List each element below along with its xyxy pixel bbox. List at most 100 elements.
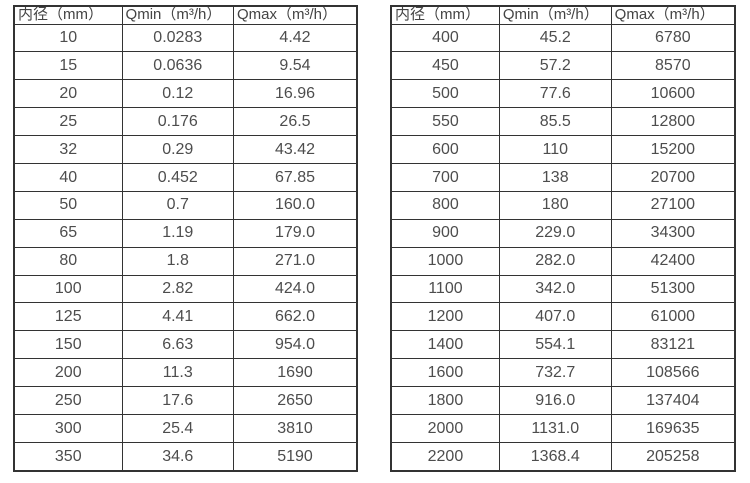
diameter-cell: 1400: [390, 330, 500, 360]
qmax-cell: 179.0: [233, 218, 358, 248]
table-row: 50 0.7 160.0: [13, 190, 358, 220]
qmax-cell: 271.0: [233, 246, 358, 276]
col-header-inner-diameter: 内径（mm）: [390, 5, 500, 25]
header-row: 内径（mm） Qmin（m³/h） Qmax（m³/h）: [13, 5, 358, 25]
qmin-cell: 0.29: [121, 135, 235, 164]
diameter-cell: 1100: [390, 274, 500, 304]
qmin-cell: 0.176: [121, 107, 235, 137]
table-row: 1800 916.0 137404: [390, 386, 736, 415]
diameter-cell: 20: [13, 79, 123, 109]
col-header-inner-diameter: 内径（mm）: [13, 5, 123, 25]
table-row: 900 229.0 34300: [390, 218, 736, 248]
diameter-cell: 1600: [390, 358, 500, 388]
diameter-cell: 600: [390, 135, 500, 164]
table-row: 10 0.0283 4.42: [13, 23, 358, 53]
qmax-cell: 205258: [610, 441, 736, 472]
qmin-cell: 180: [498, 190, 612, 220]
diameter-cell: 250: [13, 386, 123, 415]
diameter-cell: 15: [13, 51, 123, 81]
qmax-cell: 26.5: [233, 107, 358, 137]
diameter-cell: 1800: [390, 386, 500, 415]
table-row: 40 0.452 67.85: [13, 162, 358, 192]
qmax-cell: 160.0: [233, 190, 358, 220]
diameter-cell: 2000: [390, 413, 500, 443]
qmax-cell: 662.0: [233, 302, 358, 332]
qmin-cell: 34.6: [121, 441, 235, 472]
qmin-cell: 138: [498, 162, 612, 192]
table-row: 800 180 27100: [390, 190, 736, 220]
diameter-cell: 25: [13, 107, 123, 137]
qmin-cell: 732.7: [498, 358, 612, 388]
diameter-cell: 2200: [390, 441, 500, 472]
table-row: 20 0.12 16.96: [13, 79, 358, 109]
diameter-cell: 350: [13, 441, 123, 472]
qmin-cell: 11.3: [121, 358, 235, 388]
qmax-cell: 10600: [610, 79, 736, 109]
diameter-cell: 125: [13, 302, 123, 332]
qmax-cell: 61000: [610, 302, 736, 332]
diameter-cell: 700: [390, 162, 500, 192]
qmin-cell: 77.6: [498, 79, 612, 109]
qmin-cell: 25.4: [121, 413, 235, 443]
qmax-cell: 51300: [610, 274, 736, 304]
table-row: 700 138 20700: [390, 162, 736, 192]
table-row: 400 45.2 6780: [390, 23, 736, 53]
qmin-cell: 407.0: [498, 302, 612, 332]
table-row: 2000 1131.0 169635: [390, 413, 736, 443]
qmax-cell: 83121: [610, 330, 736, 360]
table-row: 450 57.2 8570: [390, 51, 736, 81]
qmin-cell: 1.19: [121, 218, 235, 248]
table-row: 600 110 15200: [390, 135, 736, 164]
qmax-cell: 954.0: [233, 330, 358, 360]
qmax-cell: 8570: [610, 51, 736, 81]
qmax-cell: 16.96: [233, 79, 358, 109]
diameter-cell: 10: [13, 23, 123, 53]
diameter-cell: 32: [13, 135, 123, 164]
diameter-cell: 80: [13, 246, 123, 276]
diameter-cell: 200: [13, 358, 123, 388]
table-row: 500 77.6 10600: [390, 79, 736, 109]
diameter-cell: 550: [390, 107, 500, 137]
qmax-cell: 169635: [610, 413, 736, 443]
diameter-cell: 900: [390, 218, 500, 248]
qmax-cell: 43.42: [233, 135, 358, 164]
qmax-cell: 424.0: [233, 274, 358, 304]
qmax-cell: 3810: [233, 413, 358, 443]
qmin-cell: 4.41: [121, 302, 235, 332]
qmin-cell: 0.12: [121, 79, 235, 109]
flow-table-small-diameters: 内径（mm） Qmin（m³/h） Qmax（m³/h） 10 0.0283 4.4…: [13, 5, 358, 472]
qmax-cell: 67.85: [233, 162, 358, 192]
qmin-cell: 45.2: [498, 23, 612, 53]
table-row: 2200 1368.4 205258: [390, 441, 736, 472]
diameter-cell: 40: [13, 162, 123, 192]
qmin-cell: 0.452: [121, 162, 235, 192]
qmax-cell: 4.42: [233, 23, 358, 53]
qmin-cell: 916.0: [498, 386, 612, 415]
qmin-cell: 0.7: [121, 190, 235, 220]
table-row: 65 1.19 179.0: [13, 218, 358, 248]
diameter-cell: 150: [13, 330, 123, 360]
table-row: 100 2.82 424.0: [13, 274, 358, 304]
qmax-cell: 9.54: [233, 51, 358, 81]
qmin-cell: 17.6: [121, 386, 235, 415]
qmin-cell: 554.1: [498, 330, 612, 360]
table-row: 32 0.29 43.42: [13, 135, 358, 164]
table-row: 1600 732.7 108566: [390, 358, 736, 388]
table-row: 550 85.5 12800: [390, 107, 736, 137]
qmin-cell: 342.0: [498, 274, 612, 304]
qmax-cell: 2650: [233, 386, 358, 415]
qmax-cell: 5190: [233, 441, 358, 472]
diameter-cell: 800: [390, 190, 500, 220]
col-header-qmin: Qmin（m³/h）: [121, 5, 235, 25]
diameter-cell: 100: [13, 274, 123, 304]
qmin-cell: 282.0: [498, 246, 612, 276]
table-row: 150 6.63 954.0: [13, 330, 358, 360]
qmin-cell: 0.0283: [121, 23, 235, 53]
qmin-cell: 1.8: [121, 246, 235, 276]
qmax-cell: 1690: [233, 358, 358, 388]
table-row: 15 0.0636 9.54: [13, 51, 358, 81]
table-row: 250 17.6 2650: [13, 386, 358, 415]
qmin-cell: 1131.0: [498, 413, 612, 443]
qmax-cell: 108566: [610, 358, 736, 388]
